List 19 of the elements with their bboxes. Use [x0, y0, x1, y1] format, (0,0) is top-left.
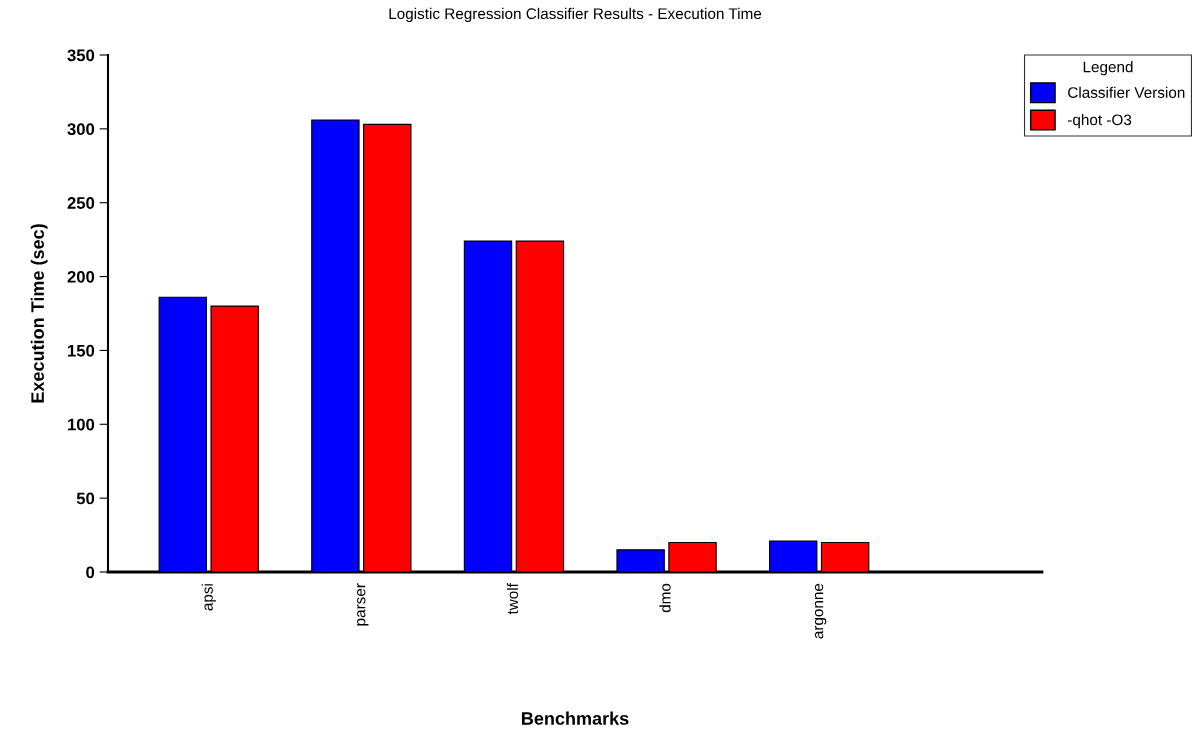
x-tick-label: twolf: [506, 583, 519, 615]
y-tick-label: 350: [67, 49, 95, 62]
y-tick-label: 300: [67, 123, 95, 136]
y-tick-label: 50: [76, 492, 95, 505]
y-tick-label: 250: [67, 197, 95, 209]
y-tick-label: 0: [86, 566, 95, 579]
x-axis-title: Benchmarks: [522, 711, 629, 725]
chart-title: Logistic Regression Classifier Results - Execution Time: [389, 7, 762, 23]
y-tick-label: 100: [68, 418, 95, 431]
legend-label: Classifier Version: [1068, 86, 1185, 98]
x-tick-label: argonne: [814, 583, 827, 639]
legend-title: Legend: [1083, 61, 1133, 76]
x-tick-label: parser: [357, 583, 369, 626]
legend-label: -qhot -O3: [1067, 114, 1132, 129]
y-tick-label: 200: [67, 270, 95, 283]
y-tick-label: 150: [68, 344, 95, 357]
x-tick-label: dmo: [659, 583, 671, 613]
x-tick-label: apsi: [201, 584, 216, 611]
y-axis-title: Execution Time (sec): [30, 224, 48, 403]
